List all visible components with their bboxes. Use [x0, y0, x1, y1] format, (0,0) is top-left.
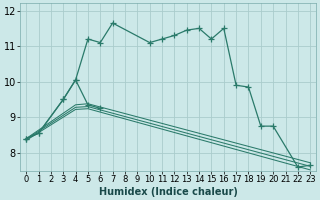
X-axis label: Humidex (Indice chaleur): Humidex (Indice chaleur) [99, 187, 238, 197]
